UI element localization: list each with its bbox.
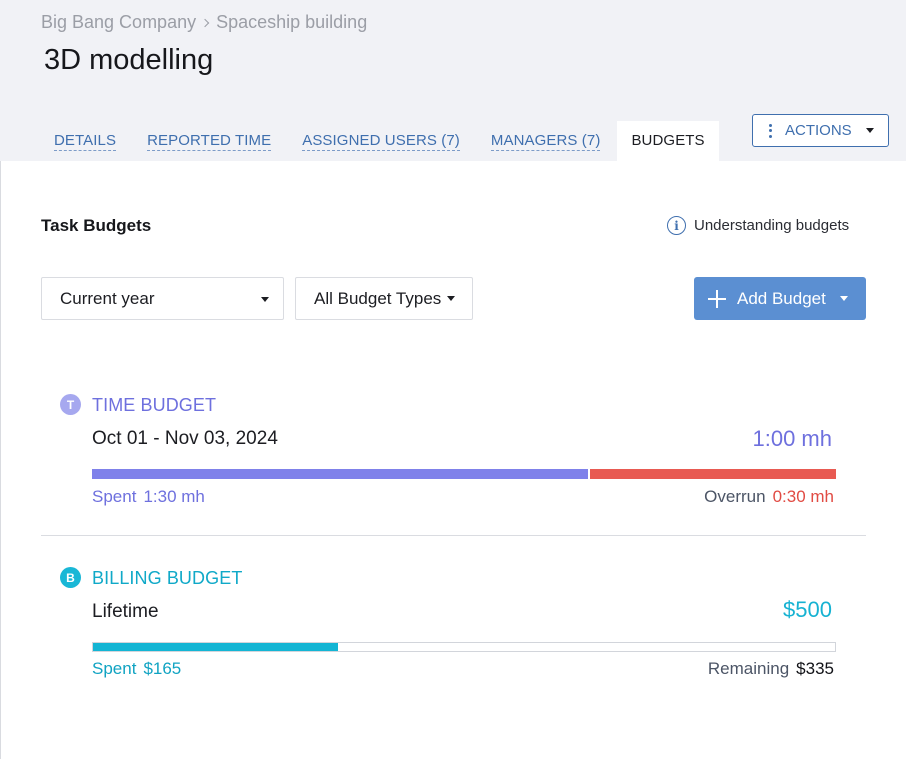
breadcrumb: Big Bang Company Spaceship building <box>41 12 367 33</box>
budget-period: Lifetime <box>92 601 159 622</box>
actions-button[interactable]: ACTIONS <box>752 114 889 147</box>
budget-type-label: TIME BUDGET <box>92 395 217 415</box>
tab-label: MANAGERS (7) <box>490 131 601 151</box>
spent-label: Spent <box>92 487 137 506</box>
spent-segment <box>93 643 338 651</box>
budget-type-label: BILLING BUDGET <box>92 568 243 588</box>
tab-label: DETAILS <box>54 131 117 151</box>
understanding-budgets-link[interactable]: i Understanding budgets <box>667 216 849 235</box>
page-header: Big Bang Company Spaceship building 3D m… <box>0 0 906 161</box>
billing-budget-badge: B <box>60 567 81 588</box>
budget-type-select[interactable]: All Budget Types <box>295 277 473 320</box>
remaining-value: $335 <box>796 659 834 678</box>
add-budget-label: Add Budget <box>737 288 826 308</box>
plus-icon <box>708 289 726 308</box>
breadcrumb-company[interactable]: Big Bang Company <box>41 12 197 32</box>
overrun-label: Overrun <box>704 487 766 506</box>
spent-value: 1:30 mh <box>143 487 205 506</box>
budget-progress-bar <box>92 469 836 479</box>
budget-period: Oct 01 - Nov 03, 2024 <box>92 428 278 449</box>
spent-value: $165 <box>143 659 182 678</box>
tab-reported-time[interactable]: REPORTED TIME <box>133 121 285 161</box>
time-budget-badge: T <box>60 394 81 415</box>
caret-down-icon <box>865 128 874 133</box>
period-select-value: Current year <box>60 288 155 308</box>
overrun-segment <box>590 469 836 479</box>
budget-divider <box>41 535 866 536</box>
actions-label: ACTIONS <box>785 122 852 139</box>
page-title: 3D modelling <box>44 44 214 76</box>
remaining-label: Remaining <box>707 659 790 678</box>
budget-type-select-value: All Budget Types <box>314 288 442 308</box>
period-select[interactable]: Current year <box>41 277 284 320</box>
tab-details[interactable]: DETAILS <box>40 121 130 161</box>
budget-amount: 1:00 mh <box>752 426 833 451</box>
chevron-right-icon <box>200 18 210 27</box>
tab-bar: DETAILS REPORTED TIME ASSIGNED USERS (7)… <box>40 121 719 161</box>
budget-progress-bar <box>92 642 836 652</box>
overrun-readout: Overrun 0:30 mh <box>704 487 834 507</box>
spent-segment <box>92 469 589 479</box>
section-title: Task Budgets <box>41 216 152 235</box>
content-border <box>0 161 1 759</box>
tab-label: ASSIGNED USERS (7) <box>302 131 460 151</box>
spent-readout: Spent 1:30 mh <box>92 487 205 507</box>
caret-down-icon <box>839 296 848 301</box>
time-budget-card[interactable]: T TIME BUDGET Oct 01 - Nov 03, 2024 1:00… <box>41 390 866 520</box>
remaining-readout: Remaining $335 <box>708 659 834 679</box>
billing-budget-card[interactable]: B BILLING BUDGET Lifetime $500 Spent $165… <box>41 563 866 693</box>
budget-amount: $500 <box>783 597 832 622</box>
info-icon: i <box>667 216 686 235</box>
caret-down-icon <box>447 296 456 301</box>
tab-label: REPORTED TIME <box>147 131 272 151</box>
tab-budgets[interactable]: BUDGETS <box>617 121 719 161</box>
help-label: Understanding budgets <box>694 217 850 234</box>
kebab-icon <box>755 123 785 138</box>
spent-label: Spent <box>92 659 137 678</box>
breadcrumb-project[interactable]: Spaceship building <box>216 12 368 32</box>
add-budget-button[interactable]: Add Budget <box>694 277 866 320</box>
overrun-value: 0:30 mh <box>772 487 834 506</box>
tab-label: BUDGETS <box>631 132 705 149</box>
spent-readout: Spent $165 <box>92 659 181 679</box>
tab-assigned-users[interactable]: ASSIGNED USERS (7) <box>288 121 474 161</box>
caret-down-icon <box>261 297 269 302</box>
tab-managers[interactable]: MANAGERS (7) <box>477 121 615 161</box>
